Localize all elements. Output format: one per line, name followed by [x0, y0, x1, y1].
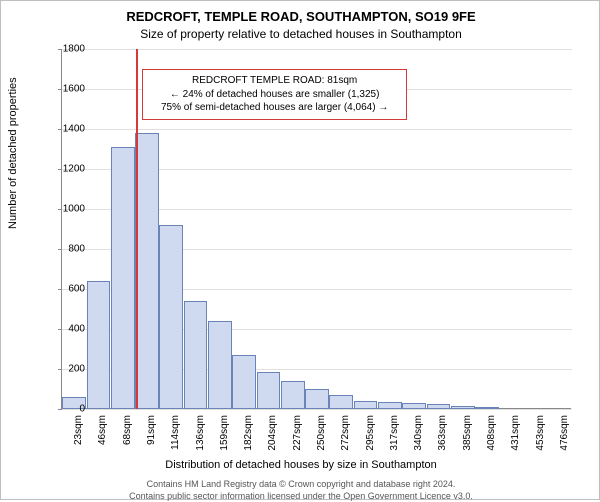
x-tick-label: 453sqm: [535, 415, 546, 455]
x-tick-label: 68sqm: [122, 415, 133, 455]
histogram-bar: [281, 381, 305, 409]
footer-line1: Contains HM Land Registry data © Crown c…: [147, 479, 456, 489]
histogram-bar: [475, 407, 499, 409]
y-axis-label: Number of detached properties: [7, 77, 19, 229]
chart-title-main: REDCROFT, TEMPLE ROAD, SOUTHAMPTON, SO19…: [1, 9, 600, 24]
x-tick-label: 182sqm: [243, 415, 254, 455]
x-tick-label: 408sqm: [486, 415, 497, 455]
histogram-bar: [305, 389, 329, 409]
annotation-line: ← 24% of detached houses are smaller (1,…: [149, 88, 400, 102]
x-tick-label: 46sqm: [97, 415, 108, 455]
x-tick-label: 272sqm: [340, 415, 351, 455]
x-tick-label: 363sqm: [437, 415, 448, 455]
footer-attribution: Contains HM Land Registry data © Crown c…: [1, 479, 600, 502]
histogram-bar: [378, 402, 402, 409]
y-tick-label: 1200: [45, 164, 85, 175]
x-tick-label: 340sqm: [413, 415, 424, 455]
plot-area: REDCROFT TEMPLE ROAD: 81sqm← 24% of deta…: [61, 49, 571, 409]
y-tick-label: 1000: [45, 204, 85, 215]
x-tick-label: 317sqm: [389, 415, 400, 455]
grid-line: [62, 129, 572, 130]
y-tick-label: 400: [45, 324, 85, 335]
x-tick-label: 159sqm: [219, 415, 230, 455]
x-tick-label: 204sqm: [267, 415, 278, 455]
x-tick-label: 431sqm: [510, 415, 521, 455]
plot-inner: REDCROFT TEMPLE ROAD: 81sqm← 24% of deta…: [62, 49, 572, 409]
y-tick-label: 1600: [45, 84, 85, 95]
chart-title-sub: Size of property relative to detached ho…: [1, 27, 600, 41]
histogram-bar: [184, 301, 208, 409]
histogram-bar: [451, 406, 475, 409]
y-tick-label: 800: [45, 244, 85, 255]
x-tick-label: 136sqm: [195, 415, 206, 455]
y-tick-label: 0: [45, 404, 85, 415]
annotation-line: REDCROFT TEMPLE ROAD: 81sqm: [149, 74, 400, 88]
x-tick-label: 227sqm: [292, 415, 303, 455]
grid-line: [62, 409, 572, 410]
x-axis-label: Distribution of detached houses by size …: [1, 459, 600, 471]
histogram-bar: [257, 372, 281, 409]
x-tick-label: 114sqm: [170, 415, 181, 455]
y-tick-label: 600: [45, 284, 85, 295]
x-tick-label: 250sqm: [316, 415, 327, 455]
histogram-bar: [329, 395, 353, 409]
histogram-bar: [159, 225, 183, 409]
histogram-bar: [111, 147, 135, 409]
chart-container: REDCROFT, TEMPLE ROAD, SOUTHAMPTON, SO19…: [0, 0, 600, 500]
histogram-bar: [135, 133, 159, 409]
y-tick-label: 200: [45, 364, 85, 375]
x-tick-label: 476sqm: [559, 415, 570, 455]
annotation-box: REDCROFT TEMPLE ROAD: 81sqm← 24% of deta…: [142, 69, 407, 120]
x-tick-label: 23sqm: [73, 415, 84, 455]
x-tick-label: 91sqm: [146, 415, 157, 455]
histogram-bar: [232, 355, 256, 409]
x-tick-label: 385sqm: [462, 415, 473, 455]
grid-line: [62, 49, 572, 50]
histogram-bar: [354, 401, 378, 409]
y-tick-label: 1800: [45, 44, 85, 55]
annotation-line: 75% of semi-detached houses are larger (…: [149, 101, 400, 115]
x-tick-label: 295sqm: [365, 415, 376, 455]
y-tick-label: 1400: [45, 124, 85, 135]
histogram-bar: [402, 403, 426, 409]
reference-line: [136, 49, 138, 409]
histogram-bar: [87, 281, 111, 409]
footer-line2: Contains public sector information licen…: [129, 491, 473, 501]
histogram-bar: [208, 321, 232, 409]
histogram-bar: [427, 404, 451, 409]
